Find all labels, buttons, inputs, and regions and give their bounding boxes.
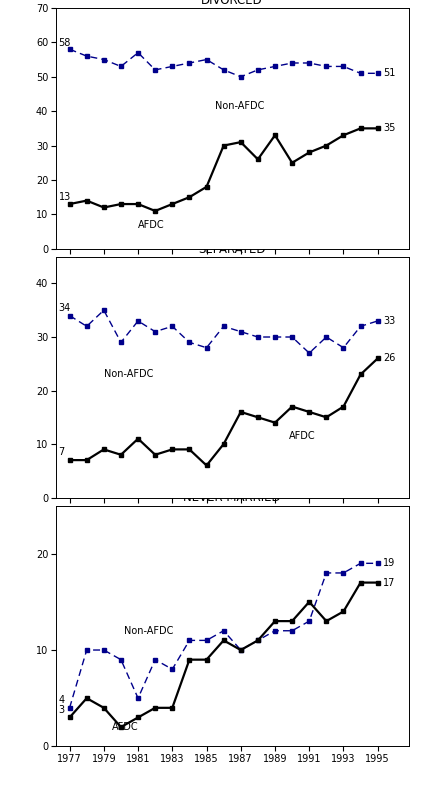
Text: 34: 34 [58, 303, 71, 313]
Text: 51: 51 [383, 68, 395, 79]
Text: AFDC: AFDC [112, 723, 139, 732]
Title: SEPARATED: SEPARATED [199, 242, 266, 256]
Text: 7: 7 [58, 448, 65, 457]
Text: 35: 35 [383, 123, 395, 133]
Text: 13: 13 [58, 192, 71, 202]
Text: 3: 3 [58, 704, 64, 715]
Title: DIVORCED: DIVORCED [201, 0, 263, 7]
Text: Non-AFDC: Non-AFDC [124, 626, 174, 636]
Text: 26: 26 [383, 353, 395, 364]
Title: NEVER MARRIED: NEVER MARRIED [183, 491, 281, 504]
Text: AFDC: AFDC [138, 220, 165, 229]
Text: 17: 17 [383, 577, 395, 588]
Text: 33: 33 [383, 316, 395, 326]
Text: AFDC: AFDC [289, 430, 315, 441]
Text: Non-AFDC: Non-AFDC [104, 369, 153, 379]
Text: 58: 58 [58, 37, 71, 48]
Text: 4: 4 [58, 695, 64, 705]
Text: 19: 19 [383, 558, 395, 569]
Text: Non-AFDC: Non-AFDC [215, 101, 264, 111]
